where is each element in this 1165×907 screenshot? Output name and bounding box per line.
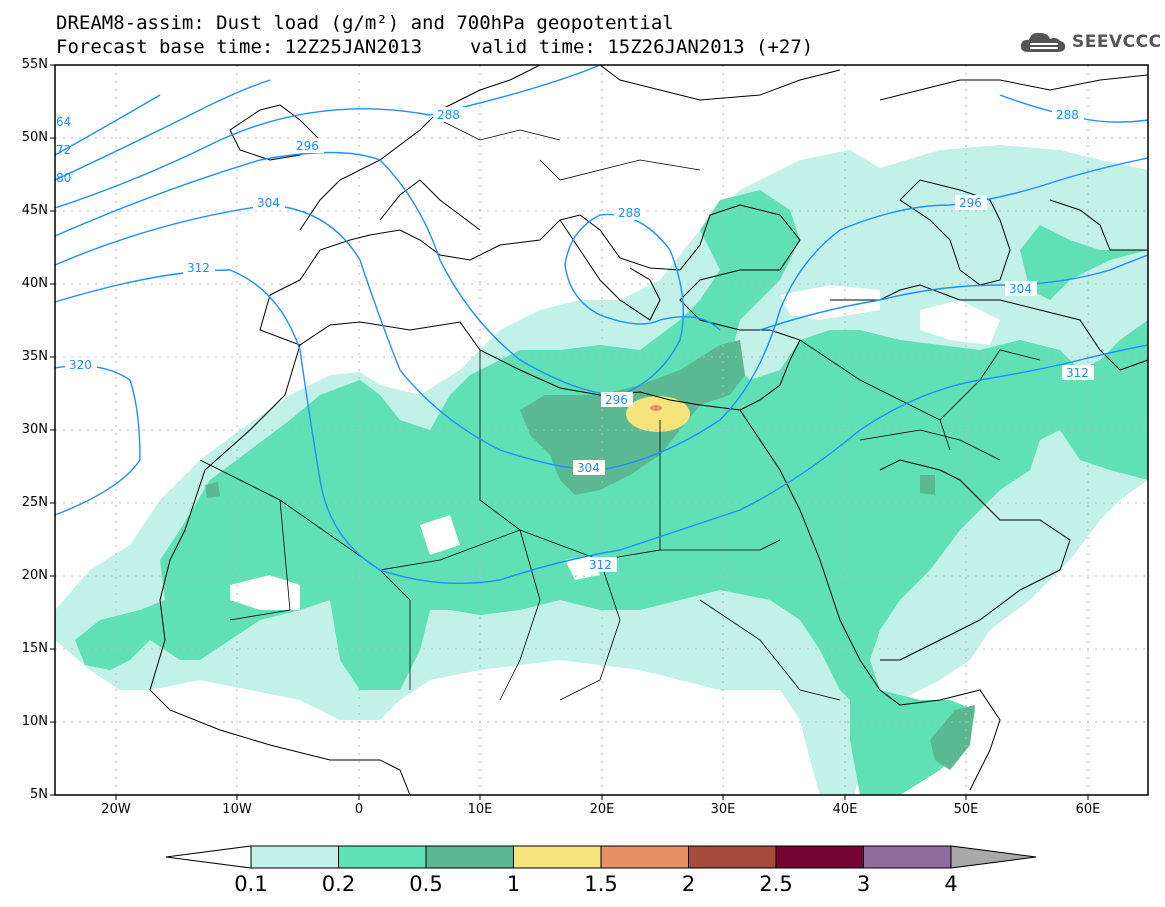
contour-label: 320 [69, 358, 92, 372]
contour-label: 64 [56, 115, 71, 129]
country-borders [199, 119, 1041, 701]
colorbar-swatch [425, 845, 514, 869]
contour-label: 80 [56, 171, 71, 185]
base-time: Forecast base time: 12Z25JAN2013 [56, 36, 423, 58]
lon-label: 50E [953, 802, 979, 817]
lat-label: 25N [21, 495, 48, 510]
lat-label: 15N [21, 641, 48, 656]
contour-label: 296 [605, 393, 628, 407]
lat-label: 55N [21, 57, 48, 72]
lon-label: 20E [589, 802, 615, 817]
lat-label: 5N [30, 787, 48, 802]
lat-label: 35N [21, 349, 48, 364]
valid-time: valid time: 15Z26JAN2013 (+27) [470, 36, 814, 58]
colorbar-label: 0.2 [321, 872, 356, 896]
colorbar-swatch [513, 845, 602, 869]
lat-label: 30N [21, 422, 48, 437]
contour-label: 304 [577, 461, 600, 475]
lon-label: 0 [354, 802, 364, 817]
time-line: Forecast base time: 12Z25JAN2013 valid ti… [56, 38, 813, 57]
colorbar-label: 2.5 [759, 872, 793, 896]
lat-label: 40N [21, 276, 48, 291]
dust-peak-region [626, 396, 690, 432]
colorbar-label: 1 [506, 872, 521, 896]
colorbar-label: 0.5 [409, 872, 443, 896]
contour-label: 312 [1066, 366, 1089, 380]
contour-label: 312 [589, 558, 612, 572]
contour-label: 288 [1056, 108, 1079, 122]
colorbar-swatch [863, 845, 952, 869]
contour-label: 296 [959, 196, 982, 210]
colorbar-high-arrow [950, 845, 1037, 869]
lon-label: 40E [832, 802, 858, 817]
colorbar-swatch [775, 845, 864, 869]
contour-label: 312 [187, 261, 210, 275]
colorbar-low-arrow [165, 845, 252, 869]
colorbar-label: 4 [944, 872, 958, 896]
lon-label: 30E [710, 802, 736, 817]
logo-text: SEEVCCC [1072, 32, 1162, 52]
contour-label: 304 [257, 196, 280, 210]
dust-medium-region [75, 190, 1148, 795]
colorbar-label: 0.1 [234, 872, 268, 896]
coastlines [149, 65, 1148, 795]
contour-label: 72 [56, 143, 71, 157]
lat-label: 50N [21, 130, 48, 145]
lon-label: 20W [101, 802, 131, 817]
colorbar-swatch [338, 845, 427, 869]
colorbar-label: 2 [681, 872, 696, 896]
contour-label: 304 [1009, 282, 1032, 296]
colorbar-label: 3 [856, 872, 871, 896]
colorbar-swatch [250, 845, 339, 869]
contour-label: 288 [437, 108, 460, 122]
lon-label: 10E [467, 802, 493, 817]
colorbar [165, 845, 1037, 869]
lon-label: 60E [1075, 802, 1101, 817]
lon-label: 10W [222, 802, 252, 817]
lat-label: 10N [21, 714, 48, 729]
lat-label: 20N [21, 568, 48, 583]
colorbar-swatch [688, 845, 777, 869]
lat-label: 45N [21, 203, 48, 218]
seevccc-logo: SEEVCCC [1018, 28, 1162, 56]
colorbar-swatch [600, 845, 689, 869]
contour-label: 288 [618, 206, 641, 220]
map-title: DREAM8-assim: Dust load (g/m²) and 700hP… [56, 12, 674, 34]
colorbar-label: 1.5 [584, 872, 618, 896]
contour-label: 296 [296, 139, 319, 153]
cloud-logo-icon [1020, 32, 1066, 52]
